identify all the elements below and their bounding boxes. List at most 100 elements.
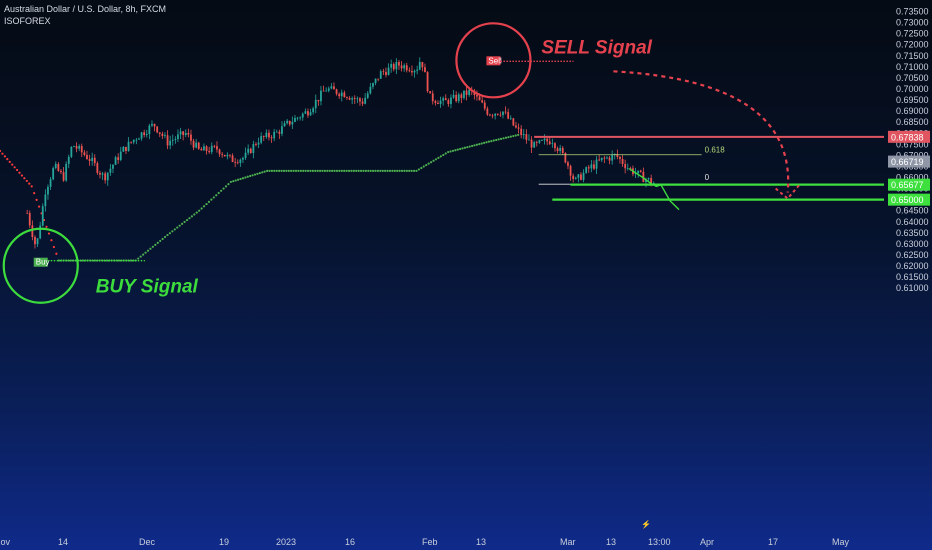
candle-body [283,123,286,127]
support-price-tag-lower[interactable] [888,193,930,206]
buy-signal-label: BUY Signal [96,277,199,298]
trail-dot [278,169,281,172]
candle-body [567,162,569,166]
time-axis: Nov 14 Dec 19 2023 16 Feb 13 Mar 13 13:00 Apr 17 May ⚡ [0,519,850,547]
candle-body [320,90,322,102]
trail-dot [178,224,181,227]
candle-body [603,157,606,159]
lightning-icon[interactable]: ⚡ [641,519,651,529]
trail-dot [57,259,60,262]
candle-body [236,162,239,164]
candle-body [247,148,250,153]
x-tick-label: 13 [606,537,616,547]
trail-dot [137,257,140,260]
candle-body [36,238,39,245]
trail-dot [15,168,19,172]
candle-body [234,161,237,163]
trail-dot [285,169,288,172]
trail-dot [468,145,471,148]
candle-body [359,98,361,102]
y-tick-label: 0.61500 [896,272,929,282]
candle-body [346,97,348,99]
candle-body [270,137,273,139]
trail-dot [154,243,157,246]
candle-body [611,154,614,161]
trail-dot [316,169,319,172]
candle-body [166,135,169,146]
trail-dot [408,169,411,172]
candle-body [496,113,499,115]
candle-body [322,90,325,92]
trail-dot [499,137,503,140]
trail-dot [304,169,307,172]
trail-dot [425,163,428,167]
candle-body [442,98,445,101]
candle-body [304,111,307,114]
trail-dot [176,226,179,229]
candle-body [369,86,372,94]
x-tick-label: 19 [219,537,229,547]
trail-dot [359,169,363,172]
candle-body [333,86,335,90]
sell-marker[interactable] [486,56,501,66]
candle-body [551,143,554,145]
candle-body [99,172,101,175]
candle-body [330,86,333,89]
candle-body [231,155,234,162]
candle-body [569,165,572,176]
trail-dot [328,169,331,172]
trail-dot [417,168,421,171]
candle-body [135,139,138,141]
trail-dot [168,232,172,235]
trail-dot [386,169,389,172]
current-price-tag[interactable] [888,155,930,168]
candle-body [177,134,179,140]
candle-body [327,88,330,91]
candle-body [382,71,385,73]
trail-dot [52,245,56,249]
trail-dot [427,162,430,165]
buy-marker[interactable] [33,257,48,267]
candle-body [106,172,109,181]
candle-body [229,154,231,156]
support-price-tag-upper[interactable] [888,178,930,191]
candle-body [398,62,400,66]
resistance-price-tag[interactable] [888,130,930,143]
trail-dot [292,169,295,172]
candle-body [244,152,247,158]
candle-body [148,125,151,134]
candle-body [455,94,458,102]
trail-dot [3,155,6,158]
trail-dot [487,140,491,143]
indicator-name: ISOFOREX [4,16,51,26]
trail-dot [280,169,283,172]
trail-dot [306,169,310,172]
trail-dot [256,172,259,175]
candle-body [210,145,213,153]
x-tick-label: Apr [700,537,714,547]
candle-body [60,170,62,173]
candle-body [460,94,463,99]
trail-dot [263,170,266,173]
trail-dot [294,169,298,172]
candle-body [434,101,437,103]
trail-dot [290,169,293,172]
trail-dot [171,230,174,233]
trail-dot [376,169,380,172]
trail-dot [0,149,2,153]
candle-body [522,134,525,136]
candle-body [400,65,403,69]
candle-body [530,139,533,148]
candle-body [429,91,432,94]
candle-body [489,114,491,116]
y-tick-label: 0.72500 [896,29,929,39]
trail-dot [463,146,467,149]
trail-dot [195,211,198,214]
trail-dot [207,200,211,203]
trail-dot [28,182,31,185]
trail-dot [514,134,517,137]
trail-dot [439,155,442,158]
candle-body [49,179,52,187]
candle-body [356,98,359,100]
